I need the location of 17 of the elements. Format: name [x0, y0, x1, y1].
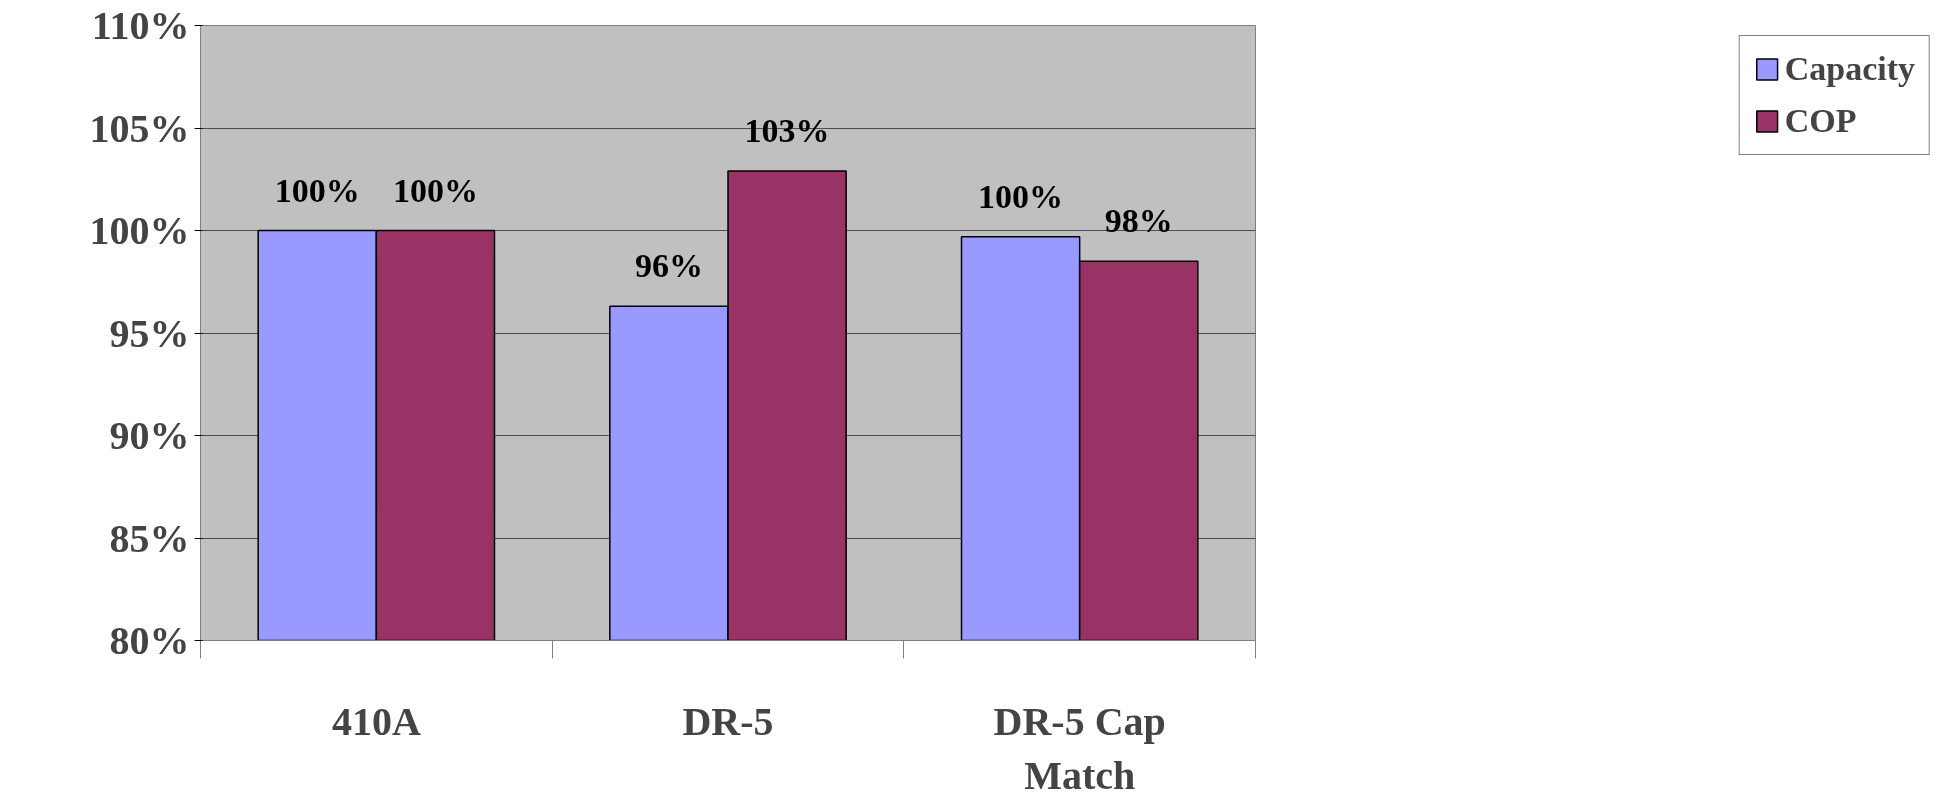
data-label: 98% — [1104, 202, 1173, 240]
data-label: 100% — [978, 177, 1064, 215]
y-tick-label: 80% — [109, 618, 190, 663]
y-tick-label: 95% — [109, 310, 190, 356]
y-tick-label: 105% — [89, 105, 190, 151]
x-tick-label: DR-5 Cap Match — [993, 698, 1166, 798]
legend-label: Capacity — [1784, 50, 1915, 88]
y-tick-label: 100% — [89, 208, 190, 253]
y-tick-label: 85% — [109, 515, 190, 561]
x-tick-label: 410A — [331, 698, 421, 744]
x-tick-label: DR-5 — [682, 698, 774, 744]
y-tick-label: 90% — [109, 413, 190, 458]
data-label: 100% — [392, 171, 478, 209]
data-label: 96% — [634, 247, 703, 285]
legend-label: COP — [1784, 102, 1857, 140]
data-label: 100% — [274, 171, 360, 209]
y-tick-label: 110% — [91, 3, 190, 48]
